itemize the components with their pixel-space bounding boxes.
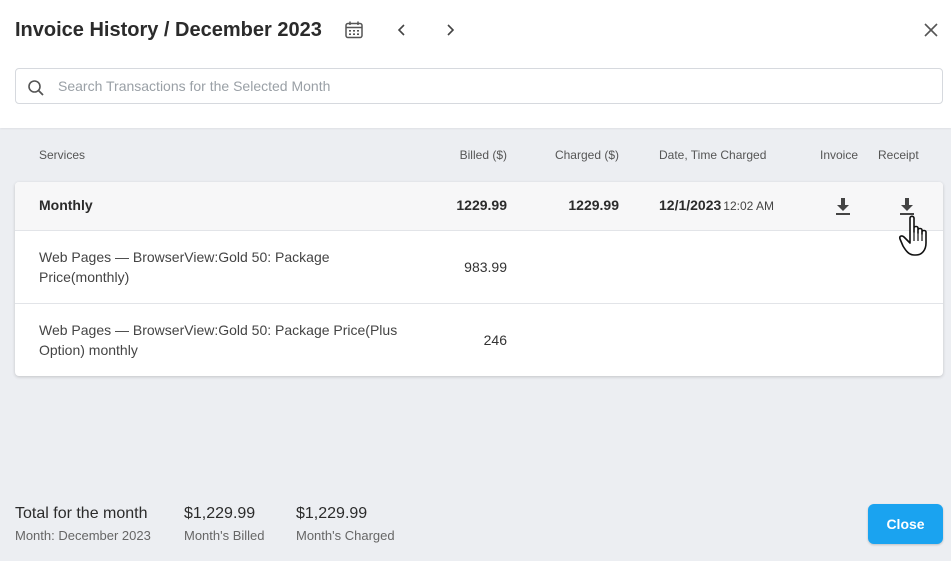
- month-billed-value: $1,229.99: [184, 505, 256, 522]
- column-header-charged: Charged ($): [554, 148, 619, 162]
- date-time-charged: 12/1/2023 12:02 AM: [659, 197, 774, 213]
- month-charged-value: $1,229.99: [296, 505, 368, 522]
- transactions-table: Monthly 1229.99 1229.99 12/1/2023 12:02 A…: [15, 182, 943, 376]
- billed-amount: 983.99: [464, 259, 507, 275]
- total-label: Total for the month: [15, 505, 148, 522]
- chevron-left-icon: [397, 24, 405, 36]
- close-icon: [924, 23, 938, 37]
- billed-amount: 246: [483, 332, 507, 348]
- charged-amount: 1229.99: [568, 197, 619, 213]
- page-title: Invoice History / December 2023: [15, 19, 322, 41]
- column-header-billed: Billed ($): [459, 148, 507, 162]
- table-row: Monthly 1229.99 1229.99 12/1/2023 12:02 A…: [15, 182, 943, 230]
- calendar-button[interactable]: [341, 17, 367, 43]
- header-panel: Invoice History / December 2023: [0, 0, 951, 128]
- chevron-right-icon: [447, 24, 455, 36]
- column-header-invoice: Invoice: [820, 148, 859, 162]
- table-row: Web Pages — BrowserView:Gold 50: Package…: [15, 230, 943, 303]
- search-box: [15, 68, 943, 104]
- month-charged-label: Month's Charged: [296, 528, 395, 543]
- search-icon: [28, 80, 44, 96]
- service-name: Web Pages — BrowserView:Gold 50: Package…: [39, 322, 398, 358]
- column-header-receipt: Receipt: [878, 148, 919, 162]
- billed-amount: 1229.99: [456, 197, 507, 213]
- receipt-download-button[interactable]: [895, 194, 919, 218]
- calendar-icon: [345, 21, 363, 39]
- column-header-services: Services: [39, 148, 86, 162]
- service-name: Monthly: [39, 197, 93, 213]
- search-input[interactable]: [58, 69, 928, 103]
- download-icon: [836, 198, 850, 215]
- download-icon: [900, 198, 914, 215]
- service-name: Web Pages — BrowserView:Gold 50: Package…: [39, 249, 330, 285]
- month-billed-label: Month's Billed: [184, 528, 265, 543]
- month-label: Month: December 2023: [15, 528, 151, 543]
- previous-month-button[interactable]: [389, 17, 415, 43]
- next-month-button[interactable]: [437, 17, 463, 43]
- charged-time: 12:02 AM: [723, 199, 774, 213]
- charged-date: 12/1/2023: [659, 197, 722, 213]
- table-row: Web Pages — BrowserView:Gold 50: Package…: [15, 303, 943, 376]
- column-header-date-time: Date, Time Charged: [659, 148, 767, 162]
- close-button[interactable]: Close: [868, 504, 943, 544]
- close-dialog-button[interactable]: [918, 17, 944, 43]
- invoice-download-button[interactable]: [831, 194, 855, 218]
